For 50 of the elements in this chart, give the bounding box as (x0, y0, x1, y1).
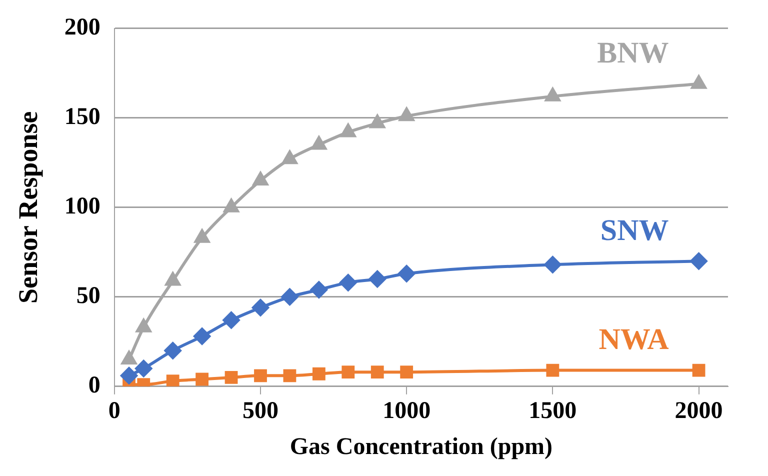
point (166, 374, 180, 386)
series-label: NWA (598, 323, 670, 356)
x-tick-label: 0 (108, 398, 120, 424)
point (281, 288, 298, 306)
y-tick-label: 150 (64, 104, 100, 130)
point (545, 88, 560, 102)
point (312, 367, 326, 380)
point (691, 75, 706, 89)
point (546, 364, 560, 377)
point (398, 265, 416, 282)
point (135, 360, 152, 377)
point (340, 124, 356, 138)
series-label: BNW (597, 36, 669, 70)
point (368, 270, 386, 288)
point (224, 371, 238, 384)
y-tick-label: 200 (64, 14, 100, 41)
point (400, 366, 414, 379)
point (196, 372, 209, 386)
point (222, 312, 240, 329)
point (252, 299, 269, 316)
point (370, 114, 385, 128)
point (282, 150, 298, 164)
y-tick-label: 100 (64, 194, 100, 220)
point (399, 108, 414, 122)
point (690, 252, 708, 270)
point (692, 364, 706, 377)
point (164, 342, 182, 360)
y-tick-label: 0 (88, 372, 100, 399)
point (340, 274, 357, 292)
series-label: SNW (600, 214, 669, 247)
point (165, 272, 180, 286)
point (544, 256, 562, 274)
x-tick-label: 1500 (528, 398, 577, 424)
point (370, 366, 384, 379)
x-tick-label: 2000 (674, 398, 723, 424)
point (311, 136, 326, 150)
x-tick-label: 500 (242, 398, 278, 424)
point (342, 366, 355, 379)
point (194, 328, 211, 345)
point (194, 229, 210, 243)
y-axis-title: Sensor Response (13, 111, 44, 304)
x-axis-title: Gas Concentration (ppm) (290, 434, 553, 460)
point (224, 198, 239, 212)
point (254, 369, 267, 382)
point (283, 369, 296, 382)
point (310, 281, 328, 298)
point (252, 172, 268, 186)
x-tick-label: 1000 (382, 398, 431, 424)
y-tick-label: 50 (76, 283, 100, 310)
point (120, 367, 138, 384)
